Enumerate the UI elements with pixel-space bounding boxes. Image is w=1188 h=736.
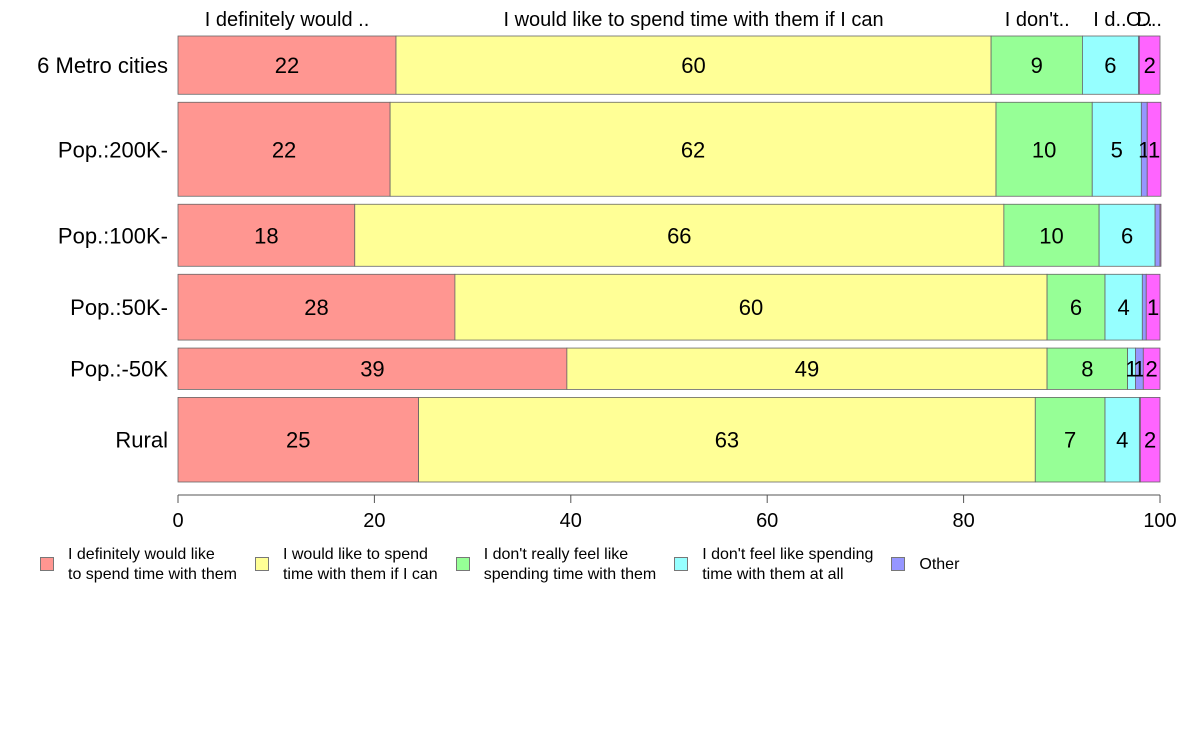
- category-label: Rural: [115, 428, 168, 453]
- x-tick-label: 0: [172, 510, 183, 532]
- segment-value-label: 7: [1064, 428, 1076, 453]
- bar-segment: [1104, 273, 1143, 341]
- segment-value-label: 1: [1125, 357, 1137, 382]
- bar-segment: [1141, 273, 1147, 341]
- legend-swatch: [254, 557, 269, 571]
- legend-label: I would like to spend time with them if …: [282, 546, 438, 583]
- segment-value-label: 22: [272, 137, 296, 162]
- category-label: Pop.:200K-: [58, 137, 168, 162]
- bar-segment: [454, 273, 1048, 341]
- bar-segment: [995, 101, 1093, 197]
- segment-value-label: 6: [1070, 295, 1082, 320]
- segment-value-label: 5: [1111, 137, 1123, 162]
- category-label: 6 Metro cities: [37, 53, 168, 78]
- category-label: Pop.:100K-: [58, 223, 168, 248]
- bar-segment: [177, 397, 419, 483]
- bar-segment: [418, 397, 1036, 483]
- bar-segment: [990, 35, 1083, 95]
- segment-value-label: 18: [254, 223, 278, 248]
- legend-swatch: [674, 557, 689, 571]
- bar-segment: [1145, 273, 1161, 341]
- legend-label: Other: [919, 556, 960, 573]
- column-header-label: O..: [1126, 9, 1153, 31]
- bar-segment: [1091, 101, 1142, 197]
- bar-segment: [1034, 397, 1106, 483]
- chart-legend: I definitely would like to spend time wi…: [40, 545, 977, 585]
- segment-value-label: 39: [360, 357, 384, 382]
- bar-segment: [1138, 35, 1161, 95]
- bar-segment: [1082, 35, 1139, 95]
- segment-value-label: 1: [1148, 137, 1160, 162]
- segment-value-label: 49: [795, 357, 819, 382]
- legend-swatch: [891, 557, 906, 571]
- legend-label: I definitely would like to spend time wi…: [68, 546, 237, 583]
- category-label: Pop.:50K-: [70, 295, 168, 320]
- bar-segment: [1154, 203, 1161, 267]
- segment-value-label: 62: [681, 137, 705, 162]
- bar-segment: [1146, 101, 1162, 197]
- segment-value-label: 1: [1133, 357, 1145, 382]
- bar-segment: [177, 203, 356, 267]
- legend-item: I would like to spend time with them if …: [254, 545, 438, 585]
- bar-segment: [354, 203, 1005, 267]
- segment-value-label: 60: [681, 53, 705, 78]
- segment-value-label: 22: [275, 53, 299, 78]
- legend-label: I don't really feel like spending time w…: [483, 546, 657, 583]
- bar-segment: [177, 35, 397, 95]
- segment-value-label: 4: [1118, 295, 1130, 320]
- segment-value-label: 1: [1147, 295, 1159, 320]
- bar-segment: [1142, 347, 1161, 390]
- segment-value-label: 10: [1039, 223, 1063, 248]
- column-header-label: I definitely would ..: [205, 9, 370, 31]
- segment-value-label: 28: [304, 295, 328, 320]
- segment-value-label: 66: [667, 223, 691, 248]
- bar-segment: [1003, 203, 1100, 267]
- segment-value-label: 9: [1031, 53, 1043, 78]
- bar-segment: [1046, 273, 1106, 341]
- bar-segment: [395, 35, 992, 95]
- legend-swatch: [455, 557, 470, 571]
- category-label: Pop.:-50K: [70, 357, 168, 382]
- legend-swatch: [40, 557, 54, 571]
- segment-value-label: 4: [1116, 428, 1128, 453]
- segment-value-label: 6: [1104, 53, 1116, 78]
- legend-item: I definitely would like to spend time wi…: [40, 545, 237, 585]
- segment-value-label: 2: [1144, 428, 1156, 453]
- segment-value-label: 2: [1146, 357, 1158, 382]
- segment-value-label: 10: [1032, 137, 1056, 162]
- bar-segment: [1098, 203, 1156, 267]
- segment-value-label: 8: [1081, 357, 1093, 382]
- legend-item: I don't feel like spending time with the…: [674, 545, 873, 585]
- segment-value-label: 60: [739, 295, 763, 320]
- bar-segment: [177, 347, 568, 390]
- x-tick-label: 80: [952, 510, 974, 532]
- column-header-label: D..: [1136, 9, 1162, 31]
- bar-segment: [1159, 203, 1162, 267]
- legend-item: I don't really feel like spending time w…: [455, 545, 657, 585]
- bar-segment: [1139, 397, 1161, 483]
- bar-segment: [177, 273, 456, 341]
- segment-value-label: 63: [715, 428, 739, 453]
- bar-segment: [389, 101, 997, 197]
- column-header-label: I don't..: [1005, 9, 1070, 31]
- x-tick-label: 20: [363, 510, 385, 532]
- x-tick-label: 40: [560, 510, 582, 532]
- legend-item: Other: [891, 545, 959, 585]
- segment-value-label: 6: [1121, 223, 1133, 248]
- bar-segment: [566, 347, 1048, 390]
- segment-value-label: 2: [1144, 53, 1156, 78]
- bar-segment: [177, 101, 391, 197]
- column-header-label: I would like to spend time with them if …: [503, 9, 883, 31]
- x-tick-label: 60: [756, 510, 778, 532]
- segment-value-label: 25: [286, 428, 310, 453]
- column-header-label: I d..: [1093, 9, 1126, 31]
- x-tick-label: 100: [1143, 510, 1176, 532]
- legend-label: I don't feel like spending time with the…: [702, 546, 874, 583]
